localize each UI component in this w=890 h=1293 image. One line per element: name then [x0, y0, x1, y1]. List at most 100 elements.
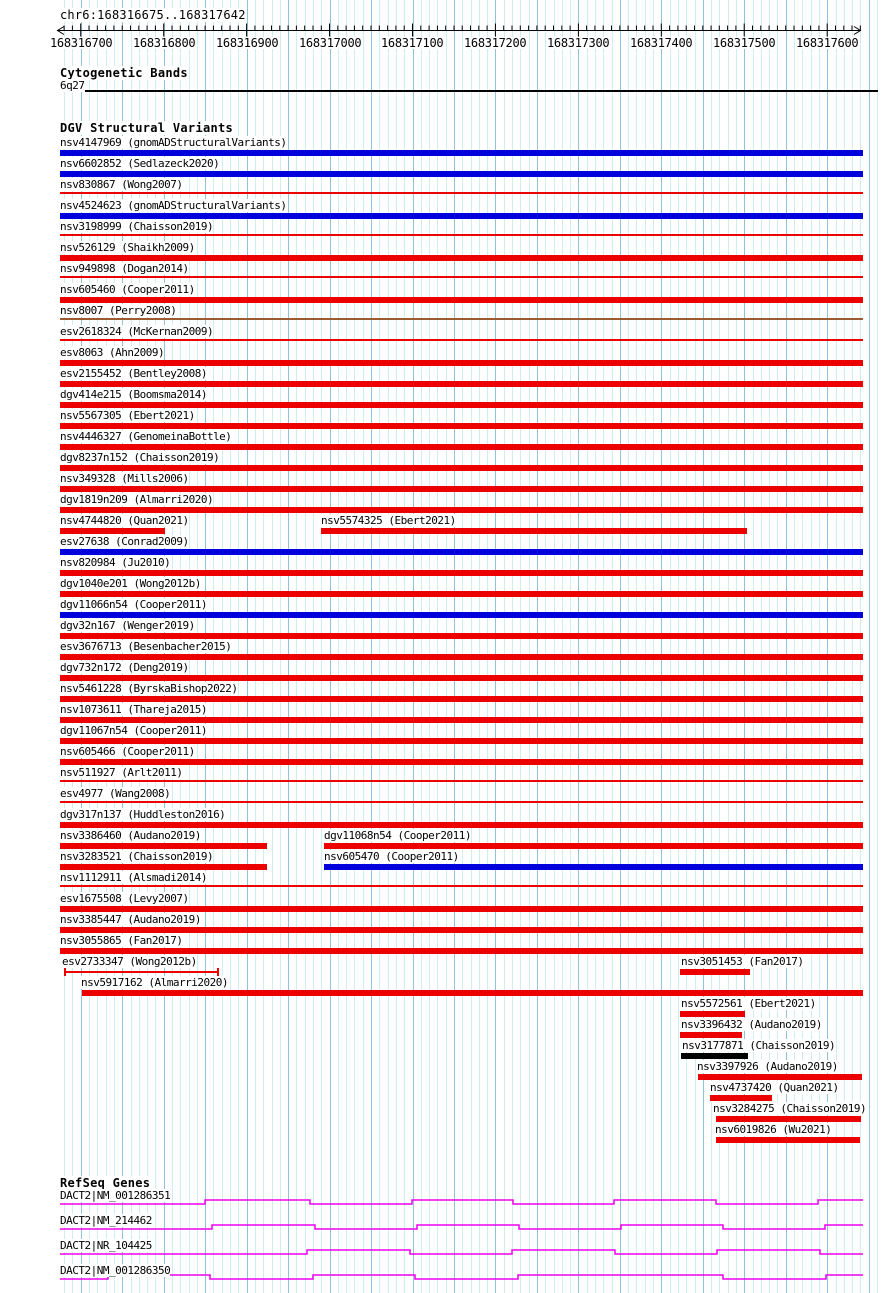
variant-bar-nsv4744820[interactable] [60, 528, 165, 534]
variant-bar-esv2618324[interactable] [60, 339, 863, 341]
variant-bar-nsv8007[interactable] [60, 318, 863, 320]
variant-label-nsv3177871[interactable]: nsv3177871 (Chaisson2019) [682, 1039, 836, 1052]
variant-bar-nsv5567305[interactable] [60, 423, 863, 429]
variant-label-dgv11066n54[interactable]: dgv11066n54 (Cooper2011) [60, 598, 207, 611]
variant-bar-nsv5461228[interactable] [60, 696, 863, 702]
variant-label-nsv605466[interactable]: nsv605466 (Cooper2011) [60, 745, 195, 758]
gene-model-NM_001286351[interactable] [0, 1196, 890, 1208]
variant-bar-nsv1112911[interactable] [60, 885, 863, 887]
variant-label-nsv5917162[interactable]: nsv5917162 (Almarri2020) [81, 976, 228, 989]
variant-bar-esv4977[interactable] [60, 801, 863, 803]
variant-bar-nsv3284275[interactable] [716, 1116, 861, 1122]
variant-label-esv27638[interactable]: esv27638 (Conrad2009) [60, 535, 189, 548]
variant-label-dgv414e215[interactable]: dgv414e215 (Boomsma2014) [60, 388, 207, 401]
variant-bar-nsv349328[interactable] [60, 486, 863, 492]
variant-label-nsv949898[interactable]: nsv949898 (Dogan2014) [60, 262, 189, 275]
variant-label-esv8063[interactable]: esv8063 (Ahn2009) [60, 346, 165, 359]
variant-label-esv1675508[interactable]: esv1675508 (Levy2007) [60, 892, 189, 905]
variant-label-nsv511927[interactable]: nsv511927 (Arlt2011) [60, 766, 183, 779]
variant-bar-dgv1040e201[interactable] [60, 591, 863, 597]
variant-bar-nsv3283521[interactable] [60, 864, 267, 870]
variant-bar-dgv11066n54[interactable] [60, 612, 863, 618]
variant-bar-esv27638[interactable] [60, 549, 863, 555]
variant-bar-nsv4524623[interactable] [60, 213, 863, 219]
variant-bar-nsv830867[interactable] [60, 192, 863, 194]
gene-label-NM_001286351[interactable]: DACT2|NM_001286351 [60, 1189, 171, 1202]
gene-label-NM_001286350[interactable]: DACT2|NM_001286350 [60, 1264, 171, 1277]
variant-bar-esv1675508[interactable] [60, 906, 863, 912]
gene-model-NM_214462[interactable] [0, 1221, 890, 1233]
variant-label-nsv8007[interactable]: nsv8007 (Perry2008) [60, 304, 177, 317]
variant-label-nsv4744820[interactable]: nsv4744820 (Quan2021) [60, 514, 189, 527]
variant-label-nsv3397926[interactable]: nsv3397926 (Audano2019) [697, 1060, 838, 1073]
variant-label-nsv605460[interactable]: nsv605460 (Cooper2011) [60, 283, 195, 296]
gene-model-NR_104425[interactable] [0, 1246, 890, 1258]
variant-bar-nsv949898[interactable] [60, 276, 863, 278]
cytoband-label[interactable]: 6q27 [60, 79, 85, 92]
variant-bar-nsv605470[interactable] [324, 864, 863, 870]
variant-bar-dgv8237n152[interactable] [60, 465, 863, 471]
variant-label-nsv4446327[interactable]: nsv4446327 (GenomeinaBottle) [60, 430, 232, 443]
variant-bar-dgv317n137[interactable] [60, 822, 863, 828]
variant-label-dgv11068n54[interactable]: dgv11068n54 (Cooper2011) [324, 829, 471, 842]
variant-bar-dgv1819n209[interactable] [60, 507, 863, 513]
variant-range-bar-esv2733347[interactable] [64, 968, 219, 976]
variant-label-nsv830867[interactable]: nsv830867 (Wong2007) [60, 178, 183, 191]
variant-label-nsv3198999[interactable]: nsv3198999 (Chaisson2019) [60, 220, 214, 233]
variant-label-nsv1112911[interactable]: nsv1112911 (Alsmadi2014) [60, 871, 207, 884]
variant-bar-nsv3397926[interactable] [698, 1074, 862, 1080]
variant-bar-nsv820984[interactable] [60, 570, 863, 576]
variant-bar-dgv32n167[interactable] [60, 633, 863, 639]
variant-bar-nsv3396432[interactable] [680, 1032, 742, 1038]
variant-label-nsv3385447[interactable]: nsv3385447 (Audano2019) [60, 913, 201, 926]
variant-label-nsv1073611[interactable]: nsv1073611 (Thareja2015) [60, 703, 207, 716]
variant-bar-nsv511927[interactable] [60, 780, 863, 782]
variant-label-dgv11067n54[interactable]: dgv11067n54 (Cooper2011) [60, 724, 207, 737]
variant-label-esv2618324[interactable]: esv2618324 (McKernan2009) [60, 325, 214, 338]
variant-label-nsv4524623[interactable]: nsv4524623 (gnomADStructuralVariants) [60, 199, 287, 212]
variant-label-esv2733347[interactable]: esv2733347 (Wong2012b) [62, 955, 197, 968]
variant-label-nsv820984[interactable]: nsv820984 (Ju2010) [60, 556, 171, 569]
variant-label-nsv605470[interactable]: nsv605470 (Cooper2011) [324, 850, 459, 863]
variant-bar-nsv526129[interactable] [60, 255, 863, 261]
variant-label-esv4977[interactable]: esv4977 (Wang2008) [60, 787, 171, 800]
variant-bar-nsv605460[interactable] [60, 297, 863, 303]
gene-label-NR_104425[interactable]: DACT2|NR_104425 [60, 1239, 152, 1252]
variant-bar-nsv1073611[interactable] [60, 717, 863, 723]
variant-bar-nsv3385447[interactable] [60, 927, 863, 933]
variant-label-nsv3055865[interactable]: nsv3055865 (Fan2017) [60, 934, 183, 947]
cytoband-bar[interactable] [60, 90, 878, 92]
variant-label-dgv8237n152[interactable]: dgv8237n152 (Chaisson2019) [60, 451, 220, 464]
variant-label-nsv349328[interactable]: nsv349328 (Mills2006) [60, 472, 189, 485]
variant-bar-nsv5572561[interactable] [680, 1011, 745, 1017]
variant-label-nsv6019826[interactable]: nsv6019826 (Wu2021) [715, 1123, 832, 1136]
variant-bar-dgv11067n54[interactable] [60, 738, 863, 744]
variant-bar-nsv5574325[interactable] [321, 528, 747, 534]
variant-label-nsv3283521[interactable]: nsv3283521 (Chaisson2019) [60, 850, 214, 863]
variant-label-esv3676713[interactable]: esv3676713 (Besenbacher2015) [60, 640, 232, 653]
variant-label-dgv1819n209[interactable]: dgv1819n209 (Almarri2020) [60, 493, 214, 506]
variant-bar-nsv3055865[interactable] [60, 948, 863, 954]
variant-label-nsv3284275[interactable]: nsv3284275 (Chaisson2019) [713, 1102, 867, 1115]
variant-label-nsv5574325[interactable]: nsv5574325 (Ebert2021) [321, 514, 456, 527]
variant-bar-dgv732n172[interactable] [60, 675, 863, 681]
variant-label-dgv32n167[interactable]: dgv32n167 (Wenger2019) [60, 619, 195, 632]
variant-bar-nsv3051453[interactable] [680, 969, 750, 975]
variant-bar-nsv4446327[interactable] [60, 444, 863, 450]
variant-label-nsv3386460[interactable]: nsv3386460 (Audano2019) [60, 829, 201, 842]
variant-label-nsv5572561[interactable]: nsv5572561 (Ebert2021) [681, 997, 816, 1010]
variant-label-dgv317n137[interactable]: dgv317n137 (Huddleston2016) [60, 808, 226, 821]
variant-bar-esv3676713[interactable] [60, 654, 863, 660]
variant-label-nsv526129[interactable]: nsv526129 (Shaikh2009) [60, 241, 195, 254]
variant-bar-esv2155452[interactable] [60, 381, 863, 387]
variant-bar-nsv5917162[interactable] [82, 990, 863, 996]
gene-label-NM_214462[interactable]: DACT2|NM_214462 [60, 1214, 152, 1227]
variant-bar-nsv4737420[interactable] [710, 1095, 772, 1101]
variant-bar-nsv4147969[interactable] [60, 150, 863, 156]
variant-label-nsv3396432[interactable]: nsv3396432 (Audano2019) [681, 1018, 822, 1031]
variant-label-esv2155452[interactable]: esv2155452 (Bentley2008) [60, 367, 207, 380]
variant-label-nsv5567305[interactable]: nsv5567305 (Ebert2021) [60, 409, 195, 422]
variant-bar-nsv6019826[interactable] [716, 1137, 860, 1143]
variant-bar-nsv6602852[interactable] [60, 171, 863, 177]
variant-label-nsv6602852[interactable]: nsv6602852 (Sedlazeck2020) [60, 157, 220, 170]
